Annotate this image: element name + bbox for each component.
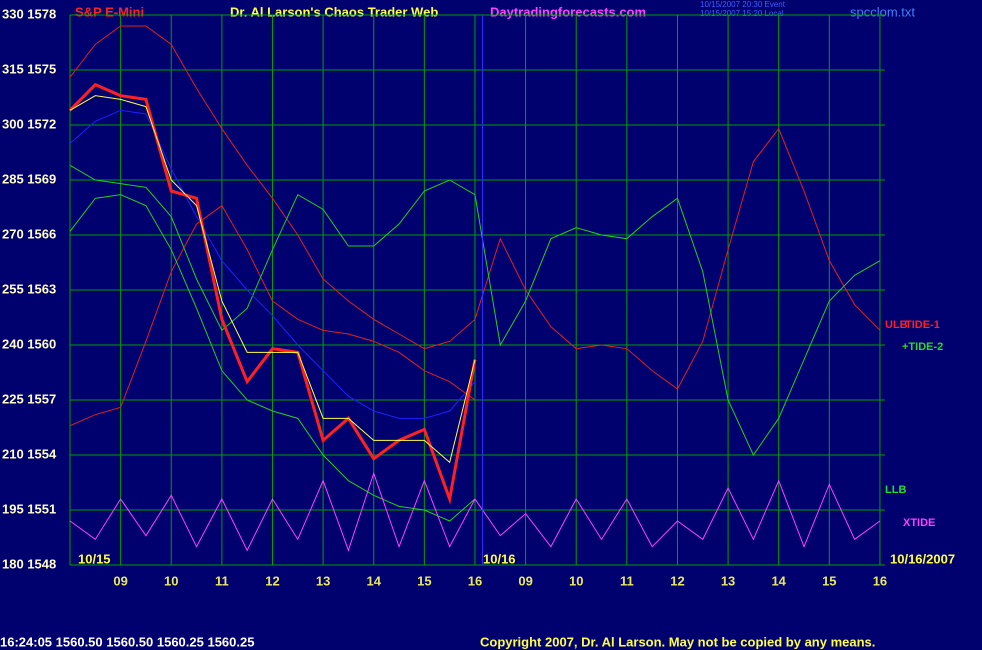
series-line xyxy=(69,194,476,522)
x-tick-label: 15 xyxy=(822,573,836,588)
timestamp: 10/15/2007 15:20 Local xyxy=(700,9,784,18)
series-line xyxy=(69,109,476,419)
instrument: S&P E-Mini xyxy=(75,4,144,19)
y-tick-label: 255 1563 xyxy=(2,281,56,296)
line-label: TIDE-1 xyxy=(905,319,940,331)
line-label: LLB xyxy=(885,484,906,496)
y-tick-label: 315 1575 xyxy=(2,61,56,76)
line-label: XTIDE xyxy=(903,517,935,529)
x-tick-label: 10 xyxy=(569,573,583,588)
x-tick-label: 13 xyxy=(721,573,735,588)
quote: 16:24:05 1560.50 1560.50 1560.25 1560.25 xyxy=(0,634,254,649)
file-name: spcclom.txt xyxy=(850,4,915,19)
x-tick-label: 16 xyxy=(873,573,887,588)
x-tick-label: 09 xyxy=(113,573,127,588)
x-tick-label: 14 xyxy=(366,573,381,588)
x-tick-label: 12 xyxy=(670,573,684,588)
website: Daytradingforecasts.com xyxy=(490,4,646,19)
timestamp: 10/15/2007 20:30 Event xyxy=(700,0,786,9)
date-label: 10/16 xyxy=(483,551,516,566)
series-line xyxy=(68,82,477,505)
copyright: Copyright 2007, Dr. Al Larson. May not b… xyxy=(480,634,875,649)
x-tick-label: 15 xyxy=(417,573,431,588)
x-tick-label: 10 xyxy=(164,573,178,588)
y-tick-label: 330 1578 xyxy=(2,6,56,21)
series-line xyxy=(69,164,881,457)
y-tick-label: 225 1557 xyxy=(2,391,56,406)
line-label: ULB xyxy=(885,319,908,331)
x-tick-label: 09 xyxy=(518,573,532,588)
x-tick-label: 12 xyxy=(265,573,279,588)
x-tick-label: 11 xyxy=(620,573,634,588)
series-line xyxy=(69,95,476,464)
series-line xyxy=(69,25,881,390)
chart-title: Dr. Al Larson's Chaos Trader Web xyxy=(230,4,438,19)
x-tick-label: 14 xyxy=(771,573,786,588)
y-tick-label: 180 1548 xyxy=(2,556,56,571)
y-tick-label: 210 1554 xyxy=(2,446,57,461)
x-tick-label: 13 xyxy=(316,573,330,588)
x-tick-label: 11 xyxy=(215,573,229,588)
date-label: 10/15 xyxy=(78,551,111,566)
y-tick-label: 195 1551 xyxy=(2,501,56,516)
y-tick-label: 300 1572 xyxy=(2,116,56,131)
y-tick-label: 285 1569 xyxy=(2,171,56,186)
series-line xyxy=(69,204,476,427)
line-label: +TIDE-2 xyxy=(902,341,943,353)
x-tick-label: 16 xyxy=(468,573,482,588)
y-tick-label: 270 1566 xyxy=(2,226,56,241)
date-label: 10/16/2007 xyxy=(890,551,955,566)
series-line xyxy=(69,471,881,552)
y-tick-label: 240 1560 xyxy=(2,336,56,351)
